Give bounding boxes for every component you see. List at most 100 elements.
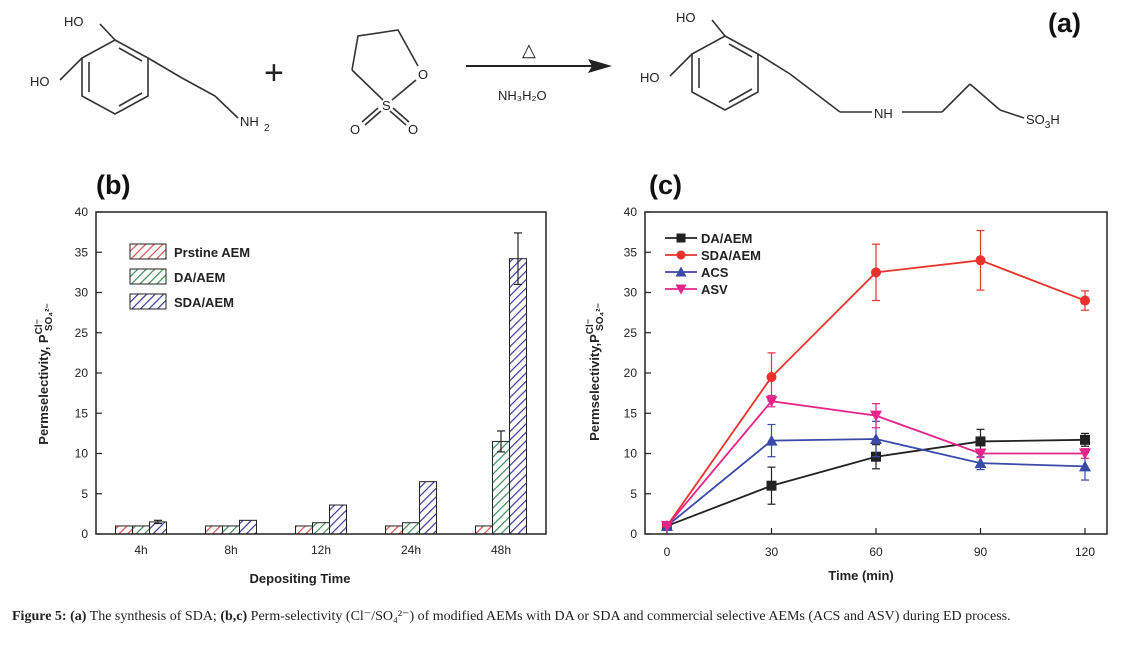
x-tick-label: 12h	[311, 543, 331, 557]
data-point	[975, 255, 986, 266]
y-tick-label: 20	[624, 366, 638, 380]
data-point	[1080, 434, 1090, 445]
data-point	[974, 457, 987, 469]
plus-sign: +	[264, 54, 284, 92]
bar	[312, 522, 330, 535]
sultone-oxygen-left: O	[350, 122, 360, 137]
x-tick-label: 60	[869, 545, 883, 559]
dopamine-nh-label: NH	[240, 114, 259, 129]
bar	[402, 522, 420, 535]
x-tick-label: 48h	[491, 543, 511, 557]
data-point	[676, 233, 686, 243]
line-chart-c: (c) 0 5 10 15 20 25 30 35 40 0 30 60 90 120 DA/AEM SD…	[585, 170, 1108, 583]
sda-ho-bottom: HO	[640, 70, 660, 85]
y-tick-label: 10	[624, 447, 638, 461]
propane-sultone-structure	[351, 29, 419, 126]
x-tick-label: 4h	[134, 543, 147, 557]
data-point	[974, 448, 987, 460]
panel-label-a: (a)	[1048, 8, 1081, 38]
legend-label: DA/AEM	[174, 270, 225, 285]
caption-figure-label: Figure 5:	[12, 609, 67, 624]
y-tick-label: 35	[75, 245, 89, 259]
data-point	[1079, 460, 1091, 472]
dopamine-nh-subscript: 2	[264, 123, 270, 134]
legend-swatch	[129, 293, 167, 310]
x-tick-label: 30	[765, 545, 779, 559]
data-point	[975, 436, 986, 447]
y-tick-label: 35	[624, 245, 638, 259]
dopamine-ho-bottom: HO	[30, 74, 50, 89]
bar	[329, 504, 347, 535]
caption-bc-label: (b,c)	[220, 609, 248, 624]
legend-label: ASV	[701, 282, 728, 297]
bar-chart-b: (b) 0 5 10 15 20 25 30 35 40 4h 8h 12h 24h 48h Prsti…	[34, 170, 547, 586]
bar	[492, 440, 510, 535]
reaction-arrow	[466, 59, 612, 73]
data-point	[1079, 448, 1091, 460]
bar	[205, 525, 223, 535]
legend-label: Prstine AEM	[174, 245, 250, 260]
sda-nh-label: NH	[874, 106, 893, 121]
arrow-condition-label: NH₃H₂O	[498, 88, 547, 103]
x-tick-label: 90	[974, 545, 988, 559]
heat-symbol: △	[522, 40, 536, 60]
y-tick-label: 0	[81, 527, 88, 541]
data-point	[675, 284, 687, 295]
y-tick-label: 5	[630, 487, 637, 501]
x-axis-label: Time (min)	[828, 568, 894, 583]
sda-structure	[669, 19, 1025, 119]
y-tick-label: 15	[624, 406, 638, 420]
plot-frame	[95, 211, 547, 535]
dopamine-structure	[59, 23, 239, 119]
data-point	[871, 267, 881, 278]
x-tick-label: 24h	[401, 543, 421, 557]
x-tick-label: 8h	[224, 543, 237, 557]
bar	[385, 525, 403, 535]
x-tick-label: 120	[1075, 545, 1095, 559]
legend-swatch	[129, 268, 167, 285]
data-point	[675, 266, 687, 277]
data-point	[765, 396, 778, 408]
y-tick-label: 5	[81, 487, 88, 501]
bar	[222, 525, 240, 535]
bar	[419, 481, 437, 535]
y-tick-label: 20	[75, 366, 89, 380]
y-axis-label: Permselectivity, PCl⁻SO₄²⁻	[34, 303, 55, 444]
dopamine-ho-top: HO	[64, 14, 84, 29]
y-tick-label: 10	[75, 447, 89, 461]
data-point	[766, 372, 777, 383]
y-tick-label: 0	[630, 527, 637, 541]
legend-label: SDA/AEM	[701, 248, 761, 263]
y-tick-label: 30	[75, 286, 89, 300]
legend-label: DA/AEM	[701, 231, 752, 246]
synthesis-scheme: HO HO NH 2 + O S O O △ NH₃H₂O HO HO	[30, 8, 1081, 137]
caption-bc-text: Perm-selectivity (Cl⁻/SO₄²⁻) of modified…	[247, 609, 1011, 624]
legend-label: SDA/AEM	[174, 295, 234, 310]
sda-ho-top: HO	[676, 10, 696, 25]
data-point	[1080, 295, 1090, 306]
x-tick-label: 0	[664, 545, 671, 559]
panel-label-b: (b)	[96, 170, 130, 200]
y-axis-label: Permselectivity,PCl⁻SO₄²⁻	[585, 303, 606, 441]
data-point	[661, 520, 673, 532]
y-tick-label: 25	[624, 326, 638, 340]
sda-so3h-label: SO3H	[1026, 112, 1060, 131]
sultone-ring-oxygen: O	[418, 67, 428, 82]
bar	[239, 519, 257, 535]
caption-a-text: The synthesis of SDA;	[86, 609, 221, 624]
bar	[115, 525, 133, 535]
figure-caption: Figure 5: (a) The synthesis of SDA; (b,c…	[12, 606, 1112, 627]
bar	[509, 258, 527, 535]
y-tick-label: 25	[75, 326, 89, 340]
bar	[132, 525, 150, 535]
plot-frame	[644, 211, 1108, 535]
y-tick-label: 30	[624, 286, 638, 300]
bar	[475, 525, 493, 535]
y-tick-label: 40	[624, 205, 638, 219]
x-axis-label: Depositing Time	[250, 571, 351, 586]
data-point	[870, 410, 882, 422]
data-point	[766, 480, 777, 491]
data-point	[676, 250, 686, 260]
caption-a-label: (a)	[70, 609, 87, 624]
y-tick-label: 15	[75, 406, 89, 420]
